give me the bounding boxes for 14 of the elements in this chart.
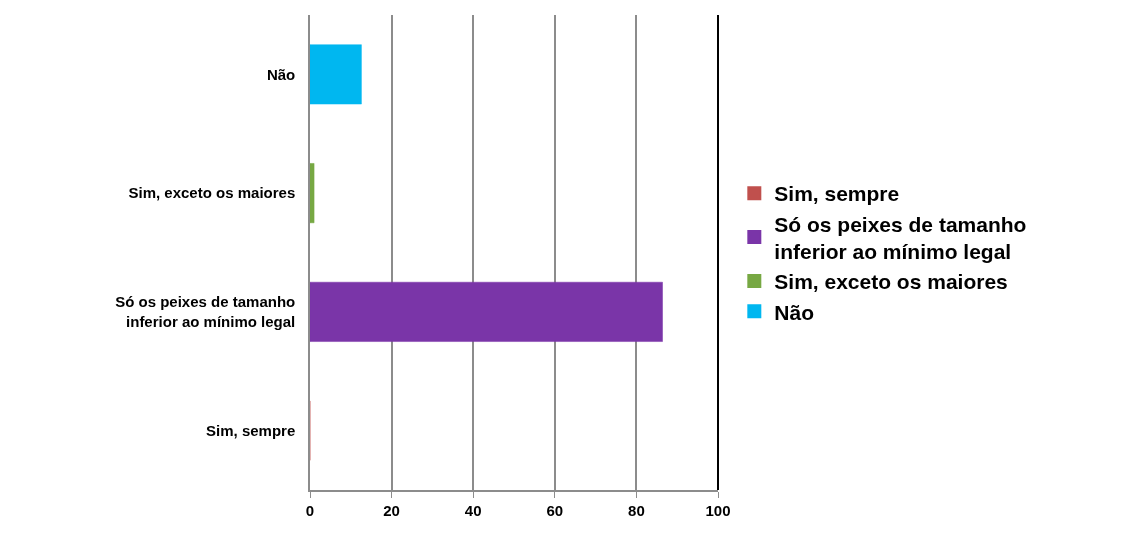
y-tick-label: Não [266, 65, 296, 83]
legend-label: Não [774, 300, 815, 324]
x-tick-label: 20 [383, 501, 400, 519]
x-tick-label: 80 [628, 501, 645, 519]
legend-label: Sim, sempre [774, 182, 900, 206]
y-tick-label: Sim, exceto os maiores [128, 184, 296, 202]
y-tick-label: Só os peixes de tamanho inferior ao mínimo legal [115, 293, 296, 330]
x-tick-label: 0 [305, 501, 315, 519]
x-tick-label: 40 [464, 501, 482, 519]
x-tick-label: 100 [705, 501, 731, 519]
legend-label: Sim, exceto os maiores [774, 270, 1008, 294]
legend-label: Só os peixes de tamanho inferior ao mínimo legal [774, 212, 1027, 263]
y-tick-label: Sim, sempre [206, 421, 296, 439]
x-tick-label: 60 [546, 501, 564, 519]
